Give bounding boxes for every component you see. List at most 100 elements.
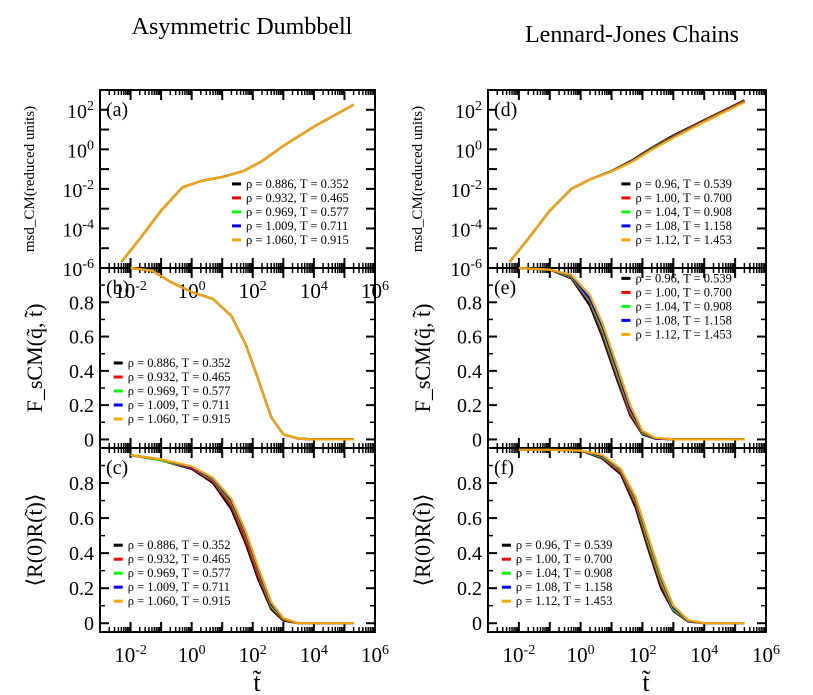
legend-entry: ρ = 0.932, T = 0.465 bbox=[128, 552, 231, 566]
panel-b: 0 0.2 0.4 0.6 0.8 F_sCM(q̃, t̃) (b) ρ = 0.886, … bbox=[22, 266, 376, 451]
y-tick-label: 100 bbox=[455, 138, 482, 162]
panel-e: 0 0.2 0.4 0.6 0.8 F_sCM(q̃, t̃) (e) ρ = 0.96, T… bbox=[410, 266, 767, 451]
y-tick-label: 0.8 bbox=[457, 292, 482, 314]
series-line bbox=[120, 103, 355, 263]
legend-entry: ρ = 1.08, T = 1.158 bbox=[635, 313, 732, 327]
legend-entry: ρ = 0.96, T = 0.539 bbox=[635, 271, 732, 285]
series-line bbox=[518, 448, 745, 625]
x-tick-label: 10-2 bbox=[503, 643, 536, 667]
y-tick-label: 0 bbox=[472, 613, 482, 635]
y-axis-label: ⟨R(0)R(t̃)⟩ bbox=[22, 494, 47, 587]
y-tick-label: 100 bbox=[67, 138, 94, 162]
series-line bbox=[130, 266, 354, 441]
x-tick-label: 10-2 bbox=[114, 279, 147, 303]
y-tick-label: 0 bbox=[84, 429, 94, 451]
y-tick-label: 0.8 bbox=[457, 473, 482, 495]
legend-entry: ρ = 1.12, T = 1.453 bbox=[516, 594, 613, 608]
x-tick-label: 106 bbox=[752, 643, 780, 667]
y-tick-label: 10-6 bbox=[450, 257, 482, 281]
legend-entry: ρ = 1.060, T = 0.915 bbox=[128, 594, 231, 608]
y-tick-label: 0.8 bbox=[69, 473, 94, 495]
legend-entry: ρ = 1.060, T = 0.915 bbox=[128, 412, 231, 426]
legend-entry: ρ = 0.96, T = 0.539 bbox=[516, 538, 613, 552]
legend-entry: ρ = 0.96, T = 0.539 bbox=[635, 177, 732, 191]
y-tick-label: 10-4 bbox=[62, 217, 94, 241]
legend-entry: ρ = 0.886, T = 0.352 bbox=[246, 177, 349, 191]
panels: 10-2 100 102 104 106 10-6 10-4 10-2 100 102 msd_CM… bbox=[22, 89, 780, 667]
legend-entry: ρ = 0.969, T = 0.577 bbox=[128, 566, 231, 580]
x-axis-label-left: t̃ bbox=[253, 668, 262, 695]
x-tick-label: 100 bbox=[178, 643, 206, 667]
y-tick-label: 0.4 bbox=[457, 543, 482, 565]
panel-label: (a) bbox=[106, 99, 128, 121]
legend-entry: ρ = 1.009, T = 0.711 bbox=[128, 398, 230, 412]
x-tick-label: 104 bbox=[690, 643, 718, 667]
legend-entry: ρ = 0.932, T = 0.465 bbox=[128, 370, 231, 384]
y-tick-label: 0 bbox=[472, 429, 482, 451]
x-tick-label: 10-2 bbox=[114, 643, 147, 667]
x-tick-label: 104 bbox=[300, 279, 328, 303]
y-tick-label: 0.6 bbox=[69, 327, 94, 349]
legend-entry: ρ = 1.00, T = 0.700 bbox=[635, 285, 732, 299]
y-tick-label: 10-2 bbox=[62, 178, 94, 202]
y-tick-label: 10-2 bbox=[450, 178, 482, 202]
panel-label: (e) bbox=[494, 277, 516, 299]
panel-label: (f) bbox=[494, 457, 514, 479]
column-title-left: Asymmetric Dumbbell bbox=[132, 14, 353, 40]
y-tick-label: 0.6 bbox=[69, 508, 94, 530]
x-tick-label: 102 bbox=[239, 279, 267, 303]
x-tick-label: 100 bbox=[567, 643, 595, 667]
legend-entry: ρ = 0.969, T = 0.577 bbox=[128, 384, 231, 398]
y-tick-label: 0.6 bbox=[457, 508, 482, 530]
y-axis-label: F_sCM(q̃, t̃) bbox=[410, 304, 435, 413]
legend-entry: ρ = 1.009, T = 0.711 bbox=[246, 219, 348, 233]
column-title-right: Lennard-Jones Chains bbox=[525, 22, 739, 48]
y-axis-label: F_sCM(q̃, t̃) bbox=[22, 304, 47, 413]
x-tick-label: 106 bbox=[361, 643, 389, 667]
panel-label: (d) bbox=[494, 99, 517, 121]
legend-entry: ρ = 1.00, T = 0.700 bbox=[635, 191, 732, 205]
legend-entry: ρ = 1.060, T = 0.915 bbox=[246, 233, 349, 247]
x-axis-label-right: t̃ bbox=[642, 668, 651, 695]
y-tick-label: 0.4 bbox=[457, 361, 482, 383]
x-tick-label: 104 bbox=[300, 643, 328, 667]
legend-entry: ρ = 1.12, T = 1.453 bbox=[635, 233, 732, 247]
legend-entry: ρ = 1.08, T = 1.158 bbox=[516, 580, 613, 594]
panel-c: 10-2 100 102 104 106 0 0.2 0.4 0.6 0.8 ⟨R(0)R(t̃)⟩… bbox=[22, 447, 389, 667]
y-axis-label: msd_CM(reduced units) bbox=[410, 106, 426, 252]
legend-entry: ρ = 0.932, T = 0.465 bbox=[246, 191, 349, 205]
legend-entry: ρ = 1.009, T = 0.711 bbox=[128, 580, 230, 594]
legend-entry: ρ = 1.04, T = 0.908 bbox=[635, 299, 732, 313]
series-line bbox=[518, 266, 745, 441]
y-tick-label: 0.4 bbox=[69, 361, 94, 383]
x-tick-label: 102 bbox=[628, 643, 656, 667]
legend-entry: ρ = 0.886, T = 0.352 bbox=[128, 356, 231, 370]
legend-entry: ρ = 1.12, T = 1.453 bbox=[635, 327, 732, 341]
series-line bbox=[130, 453, 354, 625]
y-tick-label: 0.2 bbox=[69, 395, 94, 417]
panel-a: 10-2 100 102 104 10610-610-410-2100102msd_CM… bbox=[22, 89, 389, 303]
legend-entry: ρ = 0.886, T = 0.352 bbox=[128, 538, 231, 552]
y-tick-label: 0.8 bbox=[69, 292, 94, 314]
y-tick-label: 10-6 bbox=[62, 257, 94, 281]
y-axis-label: msd_CM(reduced units) bbox=[22, 106, 38, 252]
panel-d: 10-6 10-4 10-2 100 102 msd_CM(reduced units) (… bbox=[410, 89, 767, 281]
y-axis-label: ⟨R(0)R(t̃)⟩ bbox=[410, 494, 435, 587]
y-tick-label: 10-4 bbox=[450, 217, 482, 241]
x-tick-label: 102 bbox=[239, 643, 267, 667]
panel-label: (b) bbox=[106, 277, 129, 299]
y-tick-label: 102 bbox=[67, 99, 94, 123]
series-line bbox=[508, 101, 745, 263]
y-tick-label: 0.4 bbox=[69, 543, 94, 565]
panel-label: (c) bbox=[106, 457, 128, 479]
panel-f: 10-2 100 102 104 106 0 0.2 0.4 0.6 0.8 ⟨R(0)R(t̃)⟩… bbox=[410, 447, 780, 667]
y-tick-label: 0.6 bbox=[457, 327, 482, 349]
x-tick-label: 106 bbox=[361, 279, 389, 303]
legend-entry: ρ = 1.00, T = 0.700 bbox=[516, 552, 613, 566]
legend-entry: ρ = 1.04, T = 0.908 bbox=[635, 205, 732, 219]
